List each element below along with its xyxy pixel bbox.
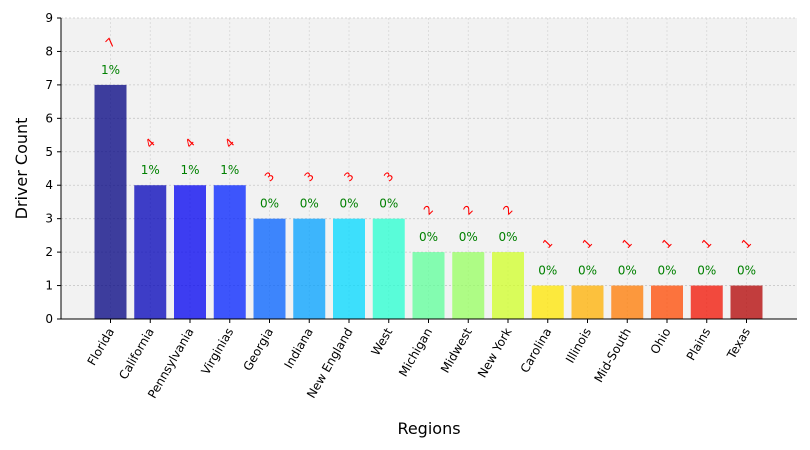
bar	[651, 285, 683, 319]
x-axis-title: Regions	[397, 419, 460, 438]
percent-label: 1%	[220, 163, 239, 177]
percent-label: 1%	[141, 163, 160, 177]
x-tick-label: Michigan	[396, 326, 435, 380]
percent-label: 0%	[498, 230, 517, 244]
x-tick-label: New York	[475, 325, 515, 380]
bar	[213, 185, 246, 319]
x-tick-label: Indiana	[282, 326, 316, 371]
percent-label: 1%	[180, 163, 199, 177]
y-tick-label: 5	[45, 145, 53, 159]
bar	[412, 252, 445, 319]
bar	[333, 218, 365, 319]
bar	[611, 285, 644, 319]
percent-label: 0%	[339, 197, 358, 211]
y-tick-label: 1	[45, 279, 53, 293]
bar	[730, 285, 763, 319]
percent-label: 0%	[618, 264, 637, 278]
bar	[492, 252, 524, 319]
x-tick-label: Georgia	[240, 326, 276, 374]
x-tick-label: Florida	[85, 326, 118, 368]
bar	[293, 218, 326, 319]
bar	[134, 185, 167, 319]
y-tick-label: 3	[45, 212, 53, 226]
x-tick-label: Virginias	[198, 326, 236, 378]
y-tick-label: 0	[45, 312, 53, 326]
x-tick-label: Illinois	[563, 326, 594, 366]
bar	[690, 285, 723, 319]
bar	[531, 285, 564, 319]
percent-label: 0%	[379, 197, 398, 211]
bars	[94, 84, 763, 319]
x-tick-label: California	[116, 326, 157, 382]
y-tick-label: 2	[45, 245, 53, 259]
bar	[174, 185, 206, 319]
percent-label: 1%	[101, 63, 120, 77]
y-tick-label: 4	[45, 178, 53, 192]
x-tick-label: Ohio	[648, 326, 674, 357]
percent-label: 0%	[657, 264, 676, 278]
y-tick-label: 7	[45, 78, 53, 92]
bar	[452, 252, 485, 319]
percent-label: 0%	[697, 264, 716, 278]
percent-label: 0%	[419, 230, 438, 244]
x-tick-label: West	[368, 325, 395, 358]
y-ticks: 0 1 2 3 4 5 6 7 8 9	[45, 11, 61, 326]
bar	[372, 218, 405, 319]
percent-label: 0%	[260, 197, 279, 211]
percent-label: 0%	[300, 197, 319, 211]
x-tick-label: Mid-South	[591, 326, 633, 385]
percent-label: 0%	[459, 230, 478, 244]
y-tick-label: 6	[45, 111, 53, 125]
bar	[94, 84, 127, 319]
bar	[253, 218, 286, 319]
percent-label: 0%	[578, 264, 597, 278]
x-tick-label: Midwest	[438, 325, 475, 375]
percent-label: 0%	[538, 264, 557, 278]
x-tick-label: Texas	[724, 326, 753, 363]
bar	[571, 285, 604, 319]
y-tick-label: 9	[45, 11, 53, 25]
y-axis-title: Driver Count	[12, 118, 31, 220]
percent-label: 0%	[737, 264, 756, 278]
x-tick-label: Plains	[684, 326, 714, 363]
y-tick-label: 8	[45, 44, 53, 58]
x-tick-label: Carolina	[518, 326, 555, 376]
